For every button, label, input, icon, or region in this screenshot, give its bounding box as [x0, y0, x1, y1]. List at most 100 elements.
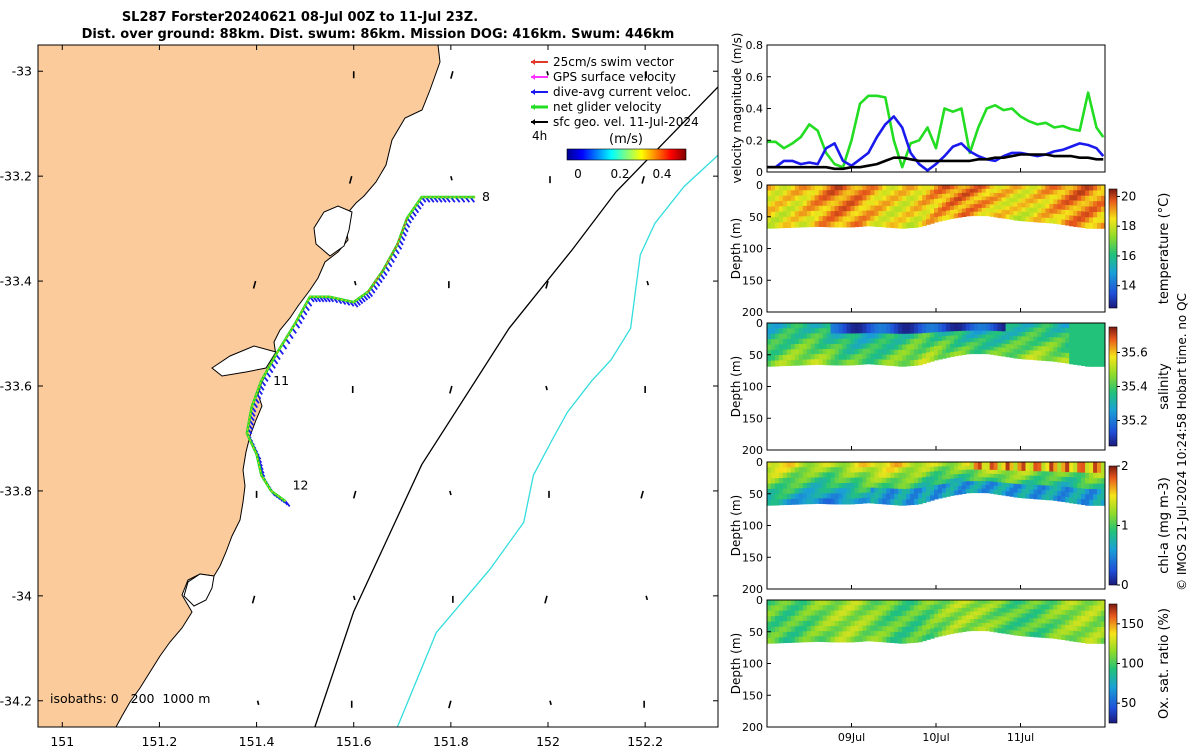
- profile-cell: [1021, 604, 1027, 610]
- profile-cell: [973, 462, 979, 467]
- profile-cell: [874, 630, 879, 637]
- profile-cell: [834, 610, 840, 617]
- profile-cell: [945, 340, 951, 345]
- profile-cell: [786, 467, 792, 474]
- profile-cell: [1073, 625, 1078, 632]
- profile-cell: [965, 626, 971, 632]
- profile-cell: [993, 611, 999, 617]
- profile-cell: [858, 200, 864, 207]
- profile-cell: [826, 631, 832, 638]
- profile-cell: [882, 333, 887, 340]
- profile-cell: [930, 351, 935, 357]
- profile-cell: [918, 620, 923, 627]
- profile-cell: [1053, 481, 1058, 487]
- legend-swatch-head: [531, 89, 535, 95]
- profile-cell: [767, 488, 772, 495]
- profile-cell: [818, 487, 824, 494]
- profile-cell: [953, 331, 959, 336]
- profile-cell: [1013, 630, 1019, 636]
- profile-cell: [977, 323, 983, 328]
- profile-cell: [854, 216, 860, 222]
- profile-cell: [894, 494, 899, 500]
- profile-cell: [806, 488, 812, 494]
- profile-cell: [886, 211, 891, 218]
- profile-cell: [981, 196, 987, 201]
- profile-cell: [993, 623, 999, 629]
- profile-cell: [1077, 343, 1082, 350]
- colorbar-tick-label: 100: [1121, 657, 1144, 671]
- profile-cell: [914, 483, 919, 489]
- profile-cell: [802, 498, 808, 505]
- profile-cell: [942, 466, 947, 472]
- geo-velocity-arrow: [450, 175, 453, 181]
- profile-cell: [1097, 339, 1102, 346]
- profile-cell: [814, 333, 820, 340]
- profile-cell: [985, 481, 991, 486]
- profile-cell: [926, 609, 931, 616]
- profile-cell: [1085, 600, 1090, 606]
- profile-cell: [814, 610, 820, 617]
- profile-cell: [858, 338, 864, 345]
- profile-cell: [862, 185, 867, 191]
- profile-cell: [1061, 496, 1066, 502]
- profile-cell: [949, 331, 955, 337]
- profile-cell: [890, 216, 895, 223]
- profile-cell: [882, 472, 887, 479]
- profile-cell: [906, 616, 911, 622]
- profile-cell: [985, 330, 991, 336]
- profile-cell: [886, 636, 891, 643]
- profile-cell: [1073, 620, 1078, 627]
- profile-cell: [866, 353, 871, 360]
- profile-cell: [874, 195, 879, 202]
- profile-cell: [1065, 200, 1070, 206]
- profile-cell: [842, 221, 848, 228]
- profile-cell: [949, 462, 955, 467]
- profile-cell: [902, 632, 907, 639]
- profile-cell: [969, 619, 975, 624]
- profile-cell: [1037, 217, 1042, 223]
- profile-cell: [778, 195, 784, 202]
- profile-cell: [1025, 480, 1031, 486]
- profile-cell: [965, 323, 971, 328]
- profile-cell: [830, 472, 836, 479]
- profile-cell: [826, 493, 832, 500]
- colorbar-tick-label: 14: [1121, 279, 1136, 293]
- profile-cell: [961, 208, 967, 213]
- profile-cell: [866, 338, 871, 344]
- profile-cell: [985, 619, 991, 624]
- profile-cell: [890, 472, 895, 479]
- profile-cell: [1041, 351, 1046, 357]
- profile-cell: [846, 631, 852, 638]
- profile-cell: [1049, 208, 1054, 214]
- profile-cell: [870, 487, 875, 494]
- depth-tick-label: 200: [742, 721, 763, 734]
- profile-cell: [806, 600, 812, 606]
- profile-cell: [969, 481, 975, 486]
- profile-cell: [806, 211, 812, 217]
- profile-cell: [1037, 341, 1042, 347]
- profile-cell: [1029, 466, 1034, 472]
- profile-cell: [930, 204, 935, 210]
- profile-cell: [846, 467, 852, 473]
- profile-cell: [814, 605, 820, 611]
- profile-cell: [926, 496, 931, 502]
- profile-cell: [1049, 189, 1054, 195]
- profile-cell: [957, 343, 963, 348]
- profile-cell: [969, 477, 975, 482]
- profile-cell: [834, 200, 840, 207]
- profile-cell: [771, 488, 776, 495]
- profile-cell: [814, 477, 820, 484]
- profile-cell: [794, 200, 800, 207]
- profile-cell: [898, 201, 903, 208]
- profile-cell: [806, 190, 812, 196]
- profile-cell: [854, 493, 860, 499]
- profile-cell: [902, 333, 907, 340]
- profile-cell: [981, 200, 987, 205]
- profile-cell: [894, 616, 899, 622]
- profile-cell: [866, 195, 871, 201]
- profile-cell: [1057, 214, 1062, 220]
- profile-cell: [1025, 341, 1031, 347]
- profile-cell: [1025, 350, 1031, 356]
- profile-cell: [1061, 357, 1066, 363]
- profile-cell: [870, 323, 875, 329]
